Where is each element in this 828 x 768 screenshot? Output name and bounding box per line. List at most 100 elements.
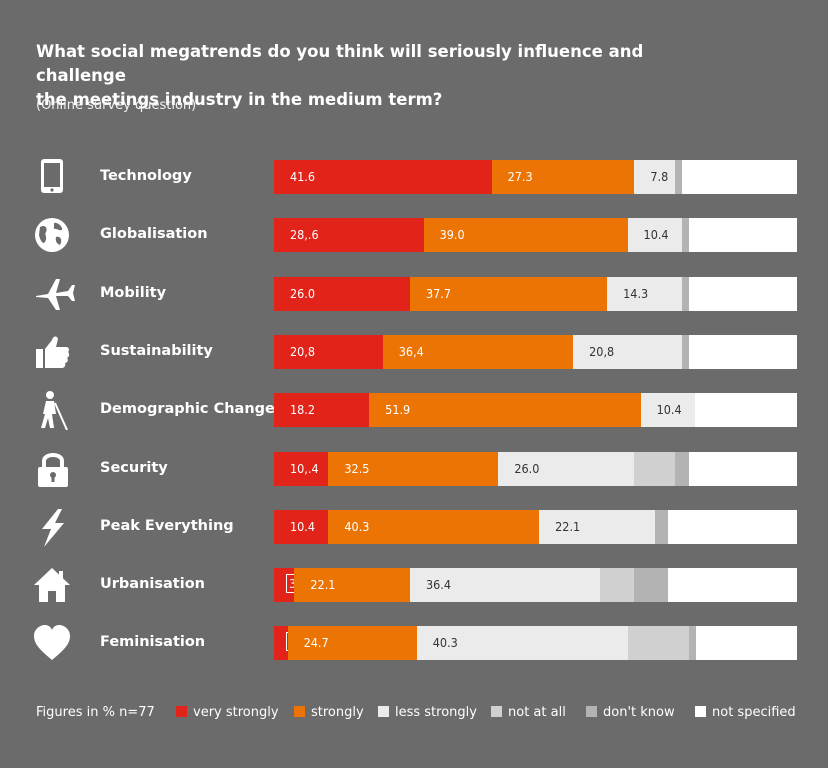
- bar-segment-less-strongly: [409, 568, 601, 603]
- data-label: 26.0: [290, 285, 316, 301]
- data-label: 18.2: [290, 402, 316, 418]
- bar-segment-very-strongly: [274, 160, 492, 194]
- bar-segment-less-strongly: [627, 218, 682, 253]
- data-label: 28,.6: [290, 227, 319, 243]
- data-label: 22.1: [310, 577, 336, 593]
- legend-label: less strongly: [395, 705, 477, 720]
- stacked-bar: 26.0 37.7 14.3: [274, 276, 797, 311]
- legend-label: don't know: [603, 705, 675, 720]
- chart-subtitle: (Online survey question): [36, 98, 197, 113]
- stacked-bar: 10.4 40.3 22.1: [274, 509, 797, 544]
- bar-segment-very-strongly: [274, 334, 383, 369]
- chart-row: Peak Everything 10.4 40.3 22.1: [0, 508, 828, 547]
- bar-segment-not-at-all: [600, 568, 635, 603]
- chart-row: Security 10,.4 32.5 26.0: [0, 449, 828, 489]
- house-icon: [32, 565, 76, 605]
- legend-swatch: [695, 706, 706, 717]
- data-label: 10.4: [290, 518, 316, 534]
- bar-segment-don-t-know: [681, 218, 689, 253]
- category-label: Security: [100, 459, 168, 476]
- stacked-bar: 20,8 36,4 20,8: [274, 334, 797, 369]
- bar-segment-very-strongly: [274, 393, 370, 428]
- legend-swatch: [586, 706, 597, 717]
- bar-segment-not-specified: [681, 160, 797, 194]
- legend-label: not specified: [712, 705, 796, 720]
- data-label: 40.3: [432, 635, 458, 651]
- walking-cane-icon: [32, 390, 76, 431]
- data-label: 27.3: [507, 169, 533, 184]
- bar-segment-less-strongly: [607, 276, 682, 311]
- bar-segment-strongly: [328, 509, 540, 544]
- legend-swatch: [294, 706, 305, 717]
- bar-segment-strongly: [287, 626, 417, 661]
- smartphone-icon: [32, 157, 76, 197]
- bar-segment-don-t-know: [675, 451, 689, 486]
- bar-segment-don-t-know: [654, 509, 669, 544]
- globe-icon: [32, 215, 76, 255]
- stacked-bar: 18.2 51.9 10.4: [274, 393, 797, 428]
- bar-segment-strongly: [294, 568, 410, 603]
- bar-segment-less-strongly: [498, 451, 635, 486]
- legend-swatch: [378, 706, 389, 717]
- bar-segment-not-at-all: [634, 451, 676, 486]
- bar-segment-not-specified: [695, 393, 797, 428]
- data-label: 26.0: [514, 460, 540, 476]
- stacked-bar: 28,.6 39.0 10.4: [274, 218, 797, 253]
- bar-segment-don-t-know: [634, 568, 669, 603]
- legend-item: not specified: [695, 705, 796, 720]
- data-label: 39.0: [439, 227, 465, 243]
- bar-segment-less-strongly: [416, 626, 628, 661]
- chart-row: Globalisation 28,.6 39.0 10.4: [0, 218, 828, 254]
- bar-segment-very-strongly: [274, 626, 288, 661]
- bar-segment-strongly: [423, 218, 628, 253]
- chart-row: Demographic Change 18.2 51.9 10.4: [0, 390, 828, 431]
- bar-segment-strongly: [328, 451, 499, 486]
- padlock-icon: [32, 449, 76, 489]
- stacked-bar: 2.624.740.3: [274, 626, 797, 661]
- bar-segment-strongly: [409, 276, 608, 311]
- data-label: 40.3: [344, 518, 370, 534]
- bar-segment-not-specified: [668, 509, 797, 544]
- chart-row: Sustainability 20,8 36,4 20,8: [0, 334, 828, 371]
- legend-item: don't know: [586, 705, 675, 720]
- bar-segment-don-t-know: [688, 626, 696, 661]
- category-label: Urbanisation: [100, 576, 205, 593]
- data-label: 37.7: [425, 285, 451, 301]
- data-label: 20,8: [589, 343, 615, 359]
- bar-segment-don-t-know: [681, 334, 689, 369]
- legend-item: strongly: [294, 705, 364, 720]
- chart-row: Technology 41.6 27.3 7.8: [0, 157, 828, 197]
- chart-legend: Figures in % n=77 very strongly strongly l…: [36, 705, 816, 725]
- bar-segment-very-strongly: [274, 509, 329, 544]
- bar-segment-strongly: [491, 160, 635, 194]
- data-label: 51.9: [385, 402, 411, 418]
- data-label: 7.8: [650, 169, 669, 184]
- airplane-icon: [32, 274, 76, 314]
- category-label: Sustainability: [100, 342, 213, 359]
- legend-swatch: [176, 706, 187, 717]
- category-label: Technology: [100, 168, 192, 184]
- data-label: 24.7: [303, 635, 329, 651]
- legend-swatch: [491, 706, 502, 717]
- chart-row: Mobility 26.0 37.7 14.3: [0, 274, 828, 314]
- bar-segment-less-strongly: [573, 334, 682, 369]
- legend-label: very strongly: [193, 705, 279, 720]
- bar-segment-not-specified: [668, 568, 797, 603]
- stacked-bar: 3.922.136.4: [274, 568, 797, 603]
- legend-item: not at all: [491, 705, 566, 720]
- data-label: 22.1: [555, 518, 581, 534]
- data-label: 14.3: [623, 285, 649, 301]
- category-label: Mobility: [100, 284, 167, 301]
- heart-icon: [32, 623, 76, 663]
- bar-segment-less-strongly: [539, 509, 655, 544]
- bar-segment-very-strongly: [274, 451, 329, 486]
- data-label: 10.4: [643, 227, 669, 243]
- chart-title: What social megatrends do you think will…: [36, 40, 716, 112]
- data-label: 10,.4: [290, 460, 319, 476]
- bar-segment-not-at-all: [627, 626, 689, 661]
- bar-segment-not-specified: [688, 218, 797, 253]
- data-label: 36,4: [398, 343, 424, 359]
- category-label: Demographic Change: [100, 401, 275, 418]
- bar-segment-strongly: [382, 334, 574, 369]
